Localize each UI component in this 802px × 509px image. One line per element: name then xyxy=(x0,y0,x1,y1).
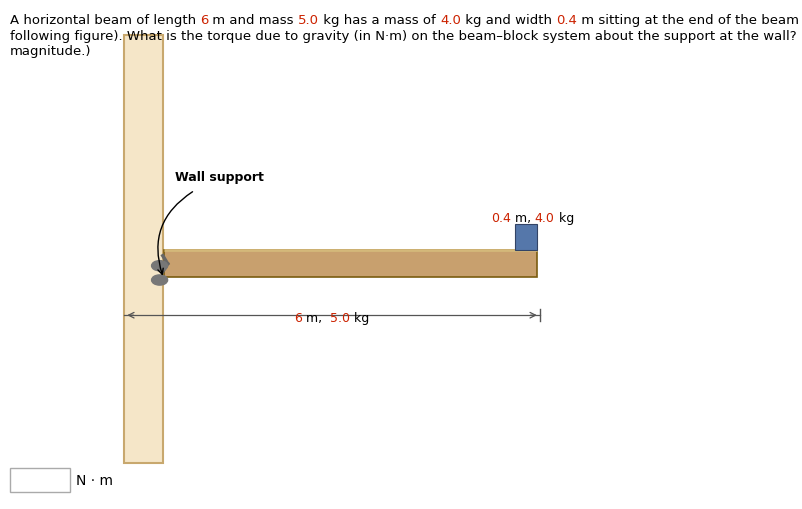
Text: kg: kg xyxy=(555,212,574,224)
Text: 0.4: 0.4 xyxy=(557,14,577,27)
Circle shape xyxy=(152,275,168,286)
Text: 0.4: 0.4 xyxy=(491,212,511,224)
Text: 5.0: 5.0 xyxy=(330,312,350,324)
Text: m and mass: m and mass xyxy=(209,14,298,27)
Bar xyxy=(515,224,537,251)
Text: 6: 6 xyxy=(294,312,302,324)
Circle shape xyxy=(152,261,168,271)
Text: kg has a mass of: kg has a mass of xyxy=(319,14,440,27)
Text: 4.0: 4.0 xyxy=(535,212,555,224)
Bar xyxy=(164,251,537,277)
Bar xyxy=(10,468,70,492)
Text: following figure). What is the torque due to gravity (in N·m) on the beam–block : following figure). What is the torque du… xyxy=(10,30,802,42)
Text: 5.0: 5.0 xyxy=(298,14,319,27)
Text: Wall support: Wall support xyxy=(175,171,264,183)
Text: kg and width: kg and width xyxy=(461,14,557,27)
Text: magnitude.): magnitude.) xyxy=(10,45,91,58)
Text: m,: m, xyxy=(511,212,535,224)
Text: 6: 6 xyxy=(200,14,209,27)
Bar xyxy=(124,36,163,463)
Text: m sitting at the end of the beam (see the: m sitting at the end of the beam (see th… xyxy=(577,14,802,27)
Text: 4.0: 4.0 xyxy=(440,14,461,27)
Text: A horizontal beam of length: A horizontal beam of length xyxy=(10,14,200,27)
Text: kg: kg xyxy=(350,312,370,324)
Text: m,: m, xyxy=(302,312,330,324)
Text: N · m: N · m xyxy=(76,473,113,487)
